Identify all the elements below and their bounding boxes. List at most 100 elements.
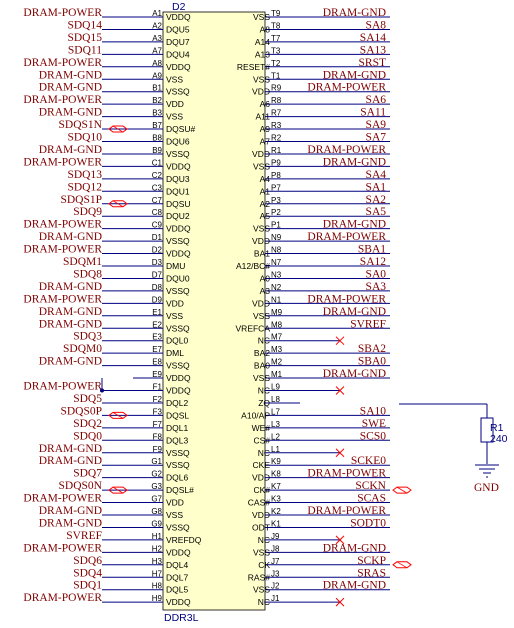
left-pin-row[interactable]: DRAM-GND B1 VSSQ (39, 82, 190, 97)
left-pin-row[interactable]: SDQ1 H8 DQL5 (73, 580, 188, 595)
left-pin-row[interactable]: DRAM-POWER A8 VDDQ (23, 57, 191, 72)
left-pin-row[interactable]: SDQ7 G2 DQL6 (73, 468, 188, 483)
left-pin-row[interactable]: DRAM-GND G9 VSSQ (39, 517, 190, 532)
left-pin-row[interactable]: DRAM-POWER D9 VDD (23, 293, 184, 308)
left-pin-row[interactable]: DRAM-GND G8 VSS (39, 505, 184, 520)
left-pin-row[interactable]: DRAM-GND G1 VSSQ (39, 455, 190, 470)
left-pin-row[interactable]: SDQ14 A2 DQU5 (67, 19, 189, 34)
left-pin-row[interactable]: DRAM-GND B3 VSS (39, 107, 184, 122)
left-pin-row[interactable]: DRAM-GND D1 VSSQ (39, 231, 190, 246)
left-pin-row[interactable]: DRAM-GND E1 VSS (39, 306, 184, 321)
left-pin-row[interactable]: DRAM-POWER B2 VDD (23, 94, 184, 109)
zq-resistor[interactable]: R1 240 (399, 403, 508, 464)
left-pin-row[interactable]: DRAM-POWER H9 VDDQ (23, 592, 191, 607)
left-pin-row[interactable]: DRAM-POWER F1 VDDQ (23, 381, 191, 396)
left-pin-row[interactable]: SDQ5 F2 DQL2 (73, 393, 188, 408)
left-pin-row[interactable]: SDQS0P F3 DQSL (60, 405, 189, 420)
left-pin-row[interactable]: DRAM-POWER G7 VDD (23, 493, 184, 508)
left-pin-row[interactable]: SDQ4 H7 DQL7 (73, 567, 188, 582)
left-pin-row[interactable]: SDQ8 D7 DQU0 (73, 268, 190, 283)
pin-number: F7 (153, 420, 163, 429)
left-pin-row[interactable]: SDQ9 C8 DQU2 (73, 206, 190, 221)
left-pin-row[interactable]: SDQM0 E7 DML (63, 343, 184, 358)
left-pin-row[interactable]: DRAM-POWER A1 VDDQ (23, 7, 191, 22)
left-pin-row[interactable]: DRAM-GND A9 VSS (39, 69, 184, 84)
left-pin-row[interactable]: SDQS0N G3 DQSL# (59, 480, 195, 495)
left-pin-row[interactable]: DRAM-POWER C9 VDDQ (23, 219, 191, 234)
ic-body[interactable] (162, 11, 266, 611)
left-pin-row[interactable]: E9 VDDQ (133, 370, 191, 383)
left-pin-row[interactable]: SDQ11 A7 DQU4 (68, 44, 190, 59)
left-pin-row[interactable]: SDQ10 B8 DQU6 (67, 132, 189, 147)
left-pin-row[interactable]: DRAM-GND F9 VSSQ (39, 443, 190, 458)
left-pin-row[interactable]: DRAM-GND E2 VSSQ (39, 318, 190, 333)
left-pin-row[interactable]: SDQ13 C2 DQU3 (67, 169, 189, 184)
left-pin-row[interactable]: SDQ15 A3 DQU7 (67, 32, 189, 47)
left-pin-row[interactable]: SVREF H1 VREFDQ (66, 530, 202, 545)
left-pin-row[interactable]: SDQ12 C3 DQU1 (67, 181, 189, 196)
left-pin-row[interactable]: DRAM-POWER H2 VDDQ (23, 542, 191, 557)
left-pin-row[interactable]: DRAM-POWER C1 VDDQ (23, 156, 191, 171)
left-pin-row[interactable]: SDQS1N B7 DQSU# (59, 119, 196, 134)
left-pin-row[interactable]: SDQS1P C7 DQSU (60, 194, 190, 209)
left-pin-row[interactable]: DRAM-GND D8 VSSQ (39, 281, 190, 296)
left-pin-row[interactable]: DRAM-GND E8 VSSQ (39, 356, 190, 371)
left-pin-row[interactable]: SDQ3 E3 DQL0 (73, 331, 188, 346)
left-pin-row[interactable]: SDQ0 F8 DQL3 (73, 430, 188, 445)
net-label: SDQ6 (73, 555, 102, 567)
left-pin-row[interactable]: SDQM1 D3 DMU (63, 256, 185, 271)
left-pin-row[interactable]: SDQ6 H3 DQL4 (73, 555, 188, 570)
left-pin-row[interactable]: DRAM-GND B9 VSSQ (39, 144, 190, 159)
left-pin-row[interactable]: SDQ2 F7 DQL1 (73, 418, 188, 433)
left-pin-row[interactable]: DRAM-POWER D2 VDDQ (23, 244, 191, 259)
